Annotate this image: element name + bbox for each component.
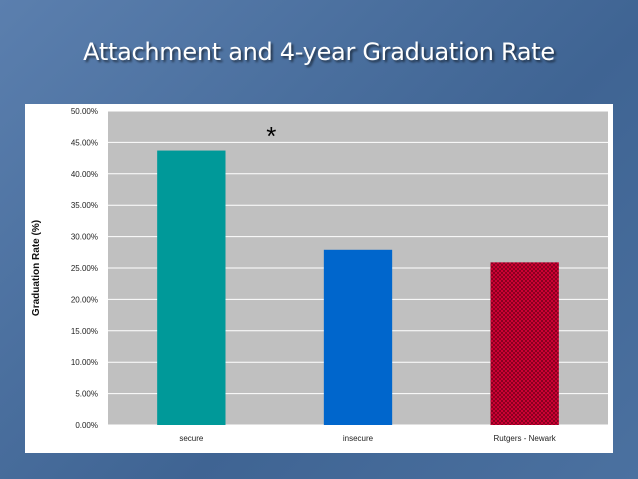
bars: [157, 150, 559, 425]
y-tick-label: 40.00%: [71, 170, 98, 179]
slide-title: Attachment and 4-year Graduation Rate: [83, 38, 555, 66]
significance-annotation: *: [266, 121, 276, 151]
y-tick-label: 0.00%: [75, 421, 98, 430]
bar-chart: 0.00% 5.00% 10.00% 15.00% 20.00% 25.00% 30.00%…: [31, 107, 608, 443]
x-category-label: Rutgers - Newark: [494, 434, 557, 443]
y-tick-label: 30.00%: [71, 233, 98, 242]
bar-secure: [157, 150, 226, 425]
bar-insecure: [323, 249, 393, 425]
x-axis-categories: secure insecure Rutgers - Newark: [179, 434, 556, 443]
y-axis-ticks: 0.00% 5.00% 10.00% 15.00% 20.00% 25.00% 30.00%…: [71, 107, 98, 430]
x-category-label: insecure: [343, 434, 374, 443]
x-category-label: secure: [179, 434, 204, 443]
y-tick-label: 20.00%: [71, 295, 98, 304]
chart-panel: 0.00% 5.00% 10.00% 15.00% 20.00% 25.00% 30.00%…: [25, 104, 613, 453]
y-tick-label: 45.00%: [71, 138, 98, 147]
y-tick-label: 5.00%: [75, 390, 98, 399]
y-tick-label: 35.00%: [71, 201, 98, 210]
y-axis-label: Graduation Rate (%): [31, 220, 42, 316]
y-tick-label: 10.00%: [71, 358, 98, 367]
y-tick-label: 15.00%: [71, 327, 98, 336]
bar-rutgers-newark: [490, 262, 559, 425]
y-tick-label: 25.00%: [71, 264, 98, 273]
y-tick-label: 50.00%: [71, 107, 98, 116]
